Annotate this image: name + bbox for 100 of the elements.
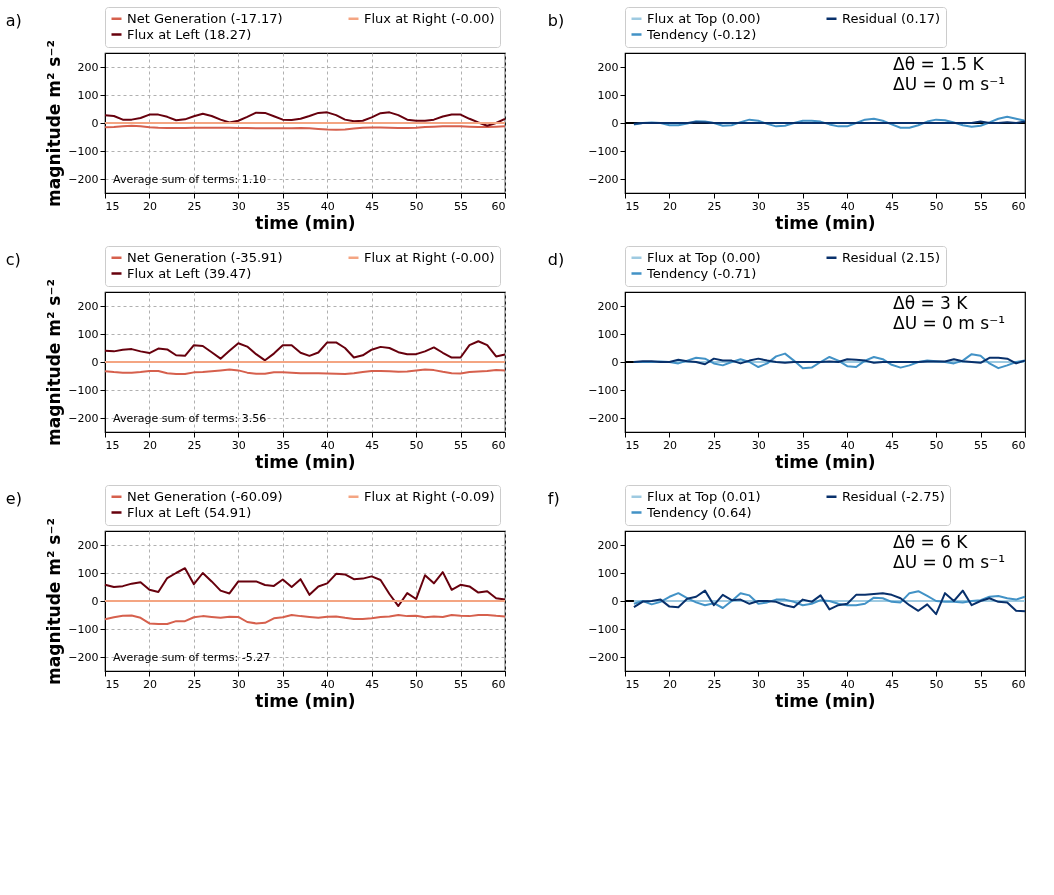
x-tick-label: 30 <box>751 199 766 213</box>
x-tick-label: 20 <box>142 438 157 452</box>
annotation: Δθ = 6 K <box>893 532 969 552</box>
y-tick-label: 200 <box>597 538 619 552</box>
legend-label: Tendency (-0.12) <box>646 26 757 42</box>
annotation: ΔU = 0 m s⁻¹ <box>893 74 1005 94</box>
x-tick-label: 60 <box>1011 438 1026 452</box>
legend-label: Flux at Top (0.00) <box>647 249 761 265</box>
chart-title: c) <box>5 249 21 269</box>
legend-label: Net Generation (-35.91) <box>127 249 283 265</box>
x-tick-label: 60 <box>1011 677 1026 691</box>
x-tick-label: 50 <box>409 438 424 452</box>
y-tick-label: −100 <box>588 144 619 158</box>
x-tick-label: 45 <box>885 438 900 452</box>
legend-label: Tendency (-0.71) <box>646 265 757 281</box>
x-tick-label: 45 <box>885 677 900 691</box>
x-tick-label: 45 <box>365 199 380 213</box>
x-tick-label: 55 <box>454 438 469 452</box>
x-tick-label: 15 <box>105 438 120 452</box>
legend-label: Flux at Right (-0.09) <box>364 488 495 504</box>
x-tick-label: 40 <box>840 438 855 452</box>
y-tick-label: −100 <box>68 383 99 397</box>
x-tick-label: 55 <box>454 199 469 213</box>
x-tick-label: 60 <box>1011 199 1026 213</box>
y-tick-label: 200 <box>77 299 99 313</box>
line-series <box>632 590 1026 609</box>
x-tick-label: 25 <box>187 677 202 691</box>
annotation: Δθ = 1.5 K <box>893 54 985 74</box>
x-tick-label: 25 <box>707 438 722 452</box>
x-tick-label: 15 <box>105 677 120 691</box>
x-tick-label: 15 <box>105 199 120 213</box>
x-tick-label: 45 <box>885 199 900 213</box>
legend-label: Flux at Left (54.91) <box>127 504 252 520</box>
legend-label: Tendency (0.64) <box>646 504 752 520</box>
chart-title: a) <box>5 10 22 30</box>
x-tick-label: 30 <box>231 438 246 452</box>
y-tick-label: 0 <box>91 355 99 369</box>
legend-label: Net Generation (-17.17) <box>127 10 283 26</box>
y-axis-title: magnitude m² s⁻² <box>44 40 65 207</box>
y-tick-label: −200 <box>588 650 619 664</box>
x-axis-title: time (min) <box>775 451 876 472</box>
y-tick-label: −100 <box>588 622 619 636</box>
annotation: ΔU = 0 m s⁻¹ <box>893 552 1005 572</box>
x-tick-label: 15 <box>625 677 640 691</box>
x-axis-title: time (min) <box>775 212 876 233</box>
x-axis-title: time (min) <box>255 690 356 711</box>
x-axis-title: time (min) <box>775 690 876 711</box>
x-tick-label: 40 <box>320 199 335 213</box>
legend-label: Flux at Top (0.01) <box>647 488 761 504</box>
x-tick-label: 20 <box>662 199 677 213</box>
y-tick-label: 100 <box>77 566 99 580</box>
x-tick-label: 20 <box>662 677 677 691</box>
y-tick-label: 0 <box>611 594 619 608</box>
y-tick-label: −100 <box>68 622 99 636</box>
x-tick-label: 40 <box>320 438 335 452</box>
x-tick-label: 25 <box>707 677 722 691</box>
line-series <box>104 340 506 362</box>
legend-label: Residual (2.15) <box>842 249 941 265</box>
x-tick-label: 20 <box>142 199 157 213</box>
annotation: Δθ = 3 K <box>893 293 969 313</box>
x-tick-label: 15 <box>625 199 640 213</box>
x-tick-label: 35 <box>796 438 811 452</box>
x-tick-label: 55 <box>974 677 989 691</box>
chart-title: e) <box>5 488 22 508</box>
line-series <box>632 589 1026 616</box>
y-tick-label: −200 <box>588 411 619 425</box>
y-tick-label: −200 <box>68 172 99 186</box>
y-tick-label: 0 <box>91 116 99 130</box>
x-tick-label: 40 <box>320 677 335 691</box>
x-tick-label: 30 <box>751 438 766 452</box>
x-tick-label: 55 <box>974 438 989 452</box>
annotation: Average sum of terms: -5.27 <box>113 651 271 664</box>
y-tick-label: −200 <box>68 650 99 664</box>
x-tick-label: 55 <box>974 199 989 213</box>
y-tick-label: 200 <box>77 60 99 74</box>
x-tick-label: 45 <box>365 677 380 691</box>
x-tick-label: 30 <box>751 677 766 691</box>
x-tick-label: 35 <box>796 199 811 213</box>
y-tick-label: −100 <box>588 383 619 397</box>
x-tick-label: 50 <box>929 438 944 452</box>
chart-title: b) <box>547 10 565 30</box>
x-tick-label: 45 <box>365 438 380 452</box>
y-tick-label: 100 <box>597 88 619 102</box>
x-tick-label: 50 <box>409 199 424 213</box>
line-series <box>104 111 506 127</box>
x-tick-label: 55 <box>454 677 469 691</box>
annotation: Average sum of terms: 1.10 <box>113 173 267 186</box>
legend-label: Flux at Left (18.27) <box>127 26 252 42</box>
y-tick-label: −100 <box>68 144 99 158</box>
y-tick-label: 0 <box>91 594 99 608</box>
x-tick-label: 40 <box>840 199 855 213</box>
legend-label: Residual (0.17) <box>842 10 941 26</box>
legend-label: Residual (-2.75) <box>842 488 945 504</box>
y-tick-label: 100 <box>77 88 99 102</box>
x-tick-label: 15 <box>625 438 640 452</box>
legend-label: Flux at Right (-0.00) <box>364 249 495 265</box>
line-series <box>632 356 1026 366</box>
x-tick-label: 20 <box>142 677 157 691</box>
legend-label: Flux at Left (39.47) <box>127 265 252 281</box>
annotation: Average sum of terms: 3.56 <box>113 412 267 425</box>
